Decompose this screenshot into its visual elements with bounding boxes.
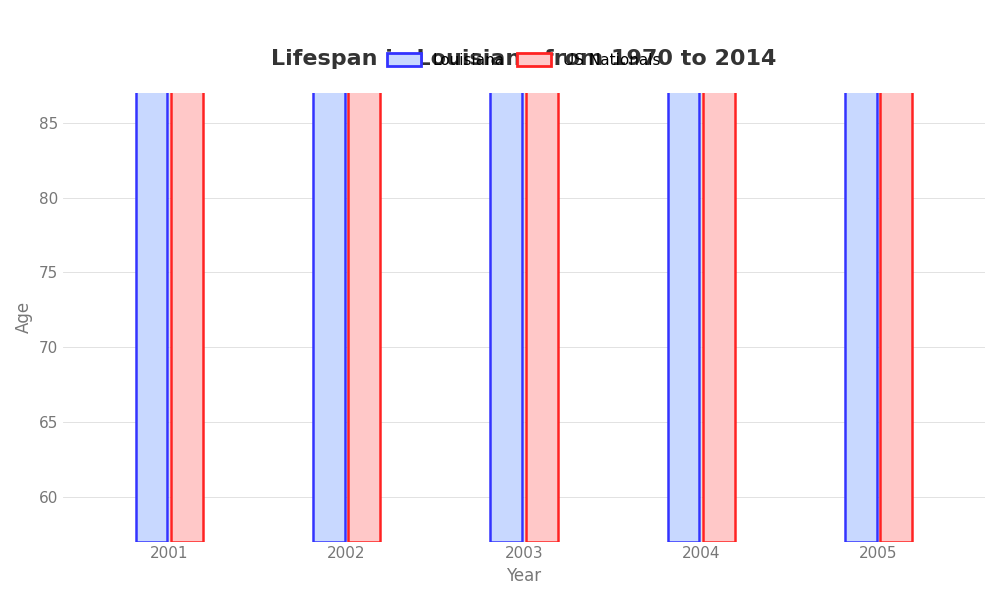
- X-axis label: Year: Year: [506, 567, 541, 585]
- Bar: [703, 0, 735, 542]
- Bar: [845, 0, 877, 542]
- Bar: [136, 0, 167, 542]
- Bar: [171, 0, 203, 542]
- Bar: [668, 0, 699, 542]
- Bar: [880, 0, 912, 542]
- Bar: [313, 0, 345, 542]
- Legend: Louisiana, US Nationals: Louisiana, US Nationals: [381, 47, 667, 74]
- Y-axis label: Age: Age: [15, 301, 33, 333]
- Bar: [348, 0, 380, 542]
- Title: Lifespan in Louisiana from 1970 to 2014: Lifespan in Louisiana from 1970 to 2014: [271, 49, 777, 69]
- Bar: [526, 0, 558, 542]
- Bar: [490, 0, 522, 542]
